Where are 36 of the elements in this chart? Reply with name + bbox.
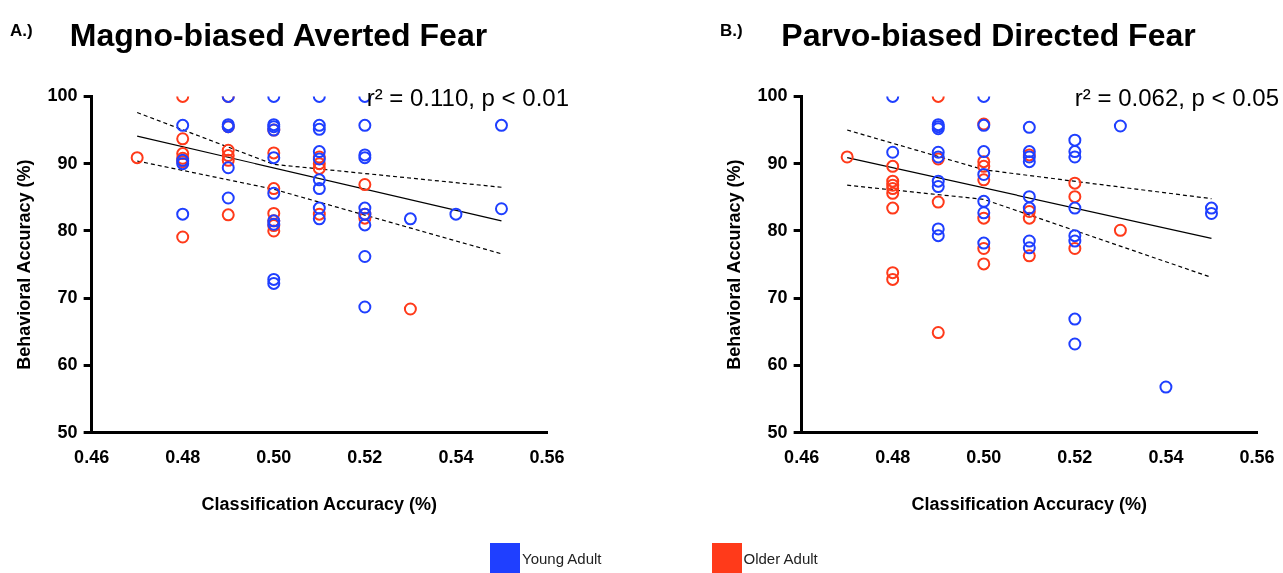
y-tick-label: 50 (767, 421, 788, 442)
x-tick-label: 0.52 (347, 446, 383, 467)
y-axis-title: Behavioral Accuracy (%) (13, 159, 34, 370)
annotation: r² = 0.062, p < 0.05 (1074, 84, 1279, 112)
x-tick-label: 0.54 (438, 446, 474, 467)
y-tick-label: 60 (767, 354, 788, 375)
y-tick-label: 50 (57, 421, 78, 442)
x-tick-label: 0.48 (165, 446, 201, 467)
x-tick-label: 0.56 (529, 446, 565, 467)
y-tick-label: 90 (767, 152, 788, 173)
y-tick-label: 100 (757, 85, 788, 106)
annotation: r² = 0.110, p < 0.01 (366, 84, 569, 112)
x-tick-label: 0.50 (256, 446, 292, 467)
legend-label: Young Adult (522, 549, 602, 567)
y-tick-label: 60 (57, 354, 78, 375)
x-axis-title: Classification Accuracy (%) (201, 494, 438, 515)
x-axis-title: Classification Accuracy (%) (911, 494, 1148, 515)
x-tick-label: 0.48 (875, 446, 911, 467)
x-tick-label: 0.54 (1148, 446, 1184, 467)
y-tick-label: 90 (57, 152, 78, 173)
x-tick-label: 0.46 (784, 446, 820, 467)
chart-title: Parvo-biased Directed Fear (781, 17, 1196, 54)
x-tick-label: 0.50 (966, 446, 1002, 467)
y-axis-title: Behavioral Accuracy (%) (723, 159, 744, 370)
y-tick-label: 70 (57, 287, 78, 308)
x-tick-label: 0.52 (1057, 446, 1093, 467)
chart-title: Magno-biased Averted Fear (69, 17, 488, 54)
x-tick-label: 0.56 (1239, 446, 1275, 467)
legend-label: Older Adult (743, 549, 818, 567)
y-tick-label: 70 (767, 287, 788, 308)
y-tick-label: 80 (767, 219, 788, 240)
text: B.) (720, 21, 743, 40)
text: A.) (10, 21, 33, 40)
y-tick-label: 80 (57, 219, 78, 240)
x-tick-label: 0.46 (74, 446, 110, 467)
y-tick-label: 100 (47, 85, 78, 106)
